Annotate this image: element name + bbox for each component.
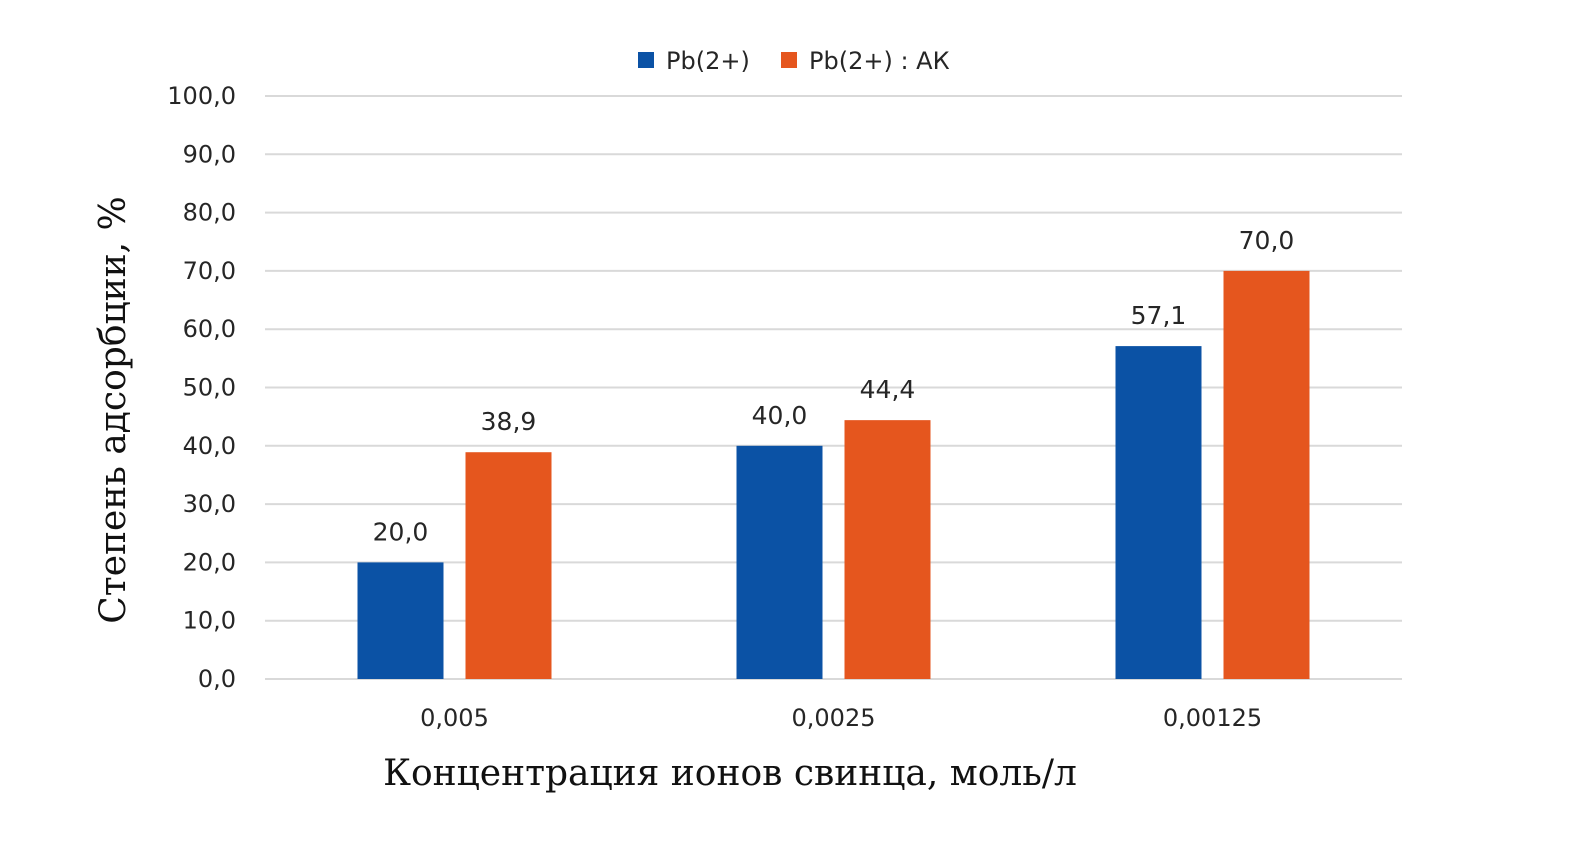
y-tick-label: 50,0 <box>183 374 236 402</box>
bar <box>357 562 444 679</box>
bar <box>1115 346 1202 679</box>
bar <box>736 445 823 679</box>
x-tick-label: 0,005 <box>420 704 489 732</box>
y-tick-label: 30,0 <box>183 490 236 518</box>
y-tick-label: 100,0 <box>167 82 236 110</box>
data-label: 44,4 <box>860 375 916 404</box>
y-tick-label: 0,0 <box>198 665 236 693</box>
y-tick-label: 10,0 <box>183 607 236 635</box>
x-tick-label: 0,00125 <box>1163 704 1262 732</box>
legend-label: Pb(2+) : АК <box>809 47 950 75</box>
y-tick-label: 90,0 <box>183 140 236 168</box>
data-label: 70,0 <box>1239 226 1295 255</box>
x-axis-ticks: 0,005 0,0025 0,00125 <box>420 704 1262 732</box>
y-tick-label: 60,0 <box>183 315 236 343</box>
legend-swatch <box>781 52 797 68</box>
legend-label: Pb(2+) <box>666 47 750 75</box>
gridlines <box>265 95 1402 680</box>
y-axis-title: Степень адсорбции, % <box>93 196 134 624</box>
x-tick-label: 0,0025 <box>792 704 876 732</box>
y-tick-label: 20,0 <box>183 548 236 576</box>
legend-swatch <box>638 52 654 68</box>
x-axis-title: Концентрация ионов свинца, моль/л <box>383 753 1077 794</box>
y-axis-ticks: 0,0 10,0 20,0 30,0 40,0 50,0 60,0 70,0 80,0 90,0 1… <box>167 82 236 693</box>
data-label: 20,0 <box>373 517 429 546</box>
bar <box>1223 270 1310 679</box>
bars <box>357 270 1310 679</box>
data-label: 40,0 <box>752 401 808 430</box>
data-labels: 20,0 38,9 40,0 44,4 57,1 70,0 <box>373 226 1295 547</box>
bar <box>465 452 552 679</box>
data-label: 57,1 <box>1131 301 1187 330</box>
legend: Pb(2+) Pb(2+) : АК <box>638 47 950 75</box>
data-label: 38,9 <box>481 407 537 436</box>
bar <box>844 420 931 679</box>
y-tick-label: 40,0 <box>183 432 236 460</box>
y-tick-label: 80,0 <box>183 199 236 227</box>
y-tick-label: 70,0 <box>183 257 236 285</box>
